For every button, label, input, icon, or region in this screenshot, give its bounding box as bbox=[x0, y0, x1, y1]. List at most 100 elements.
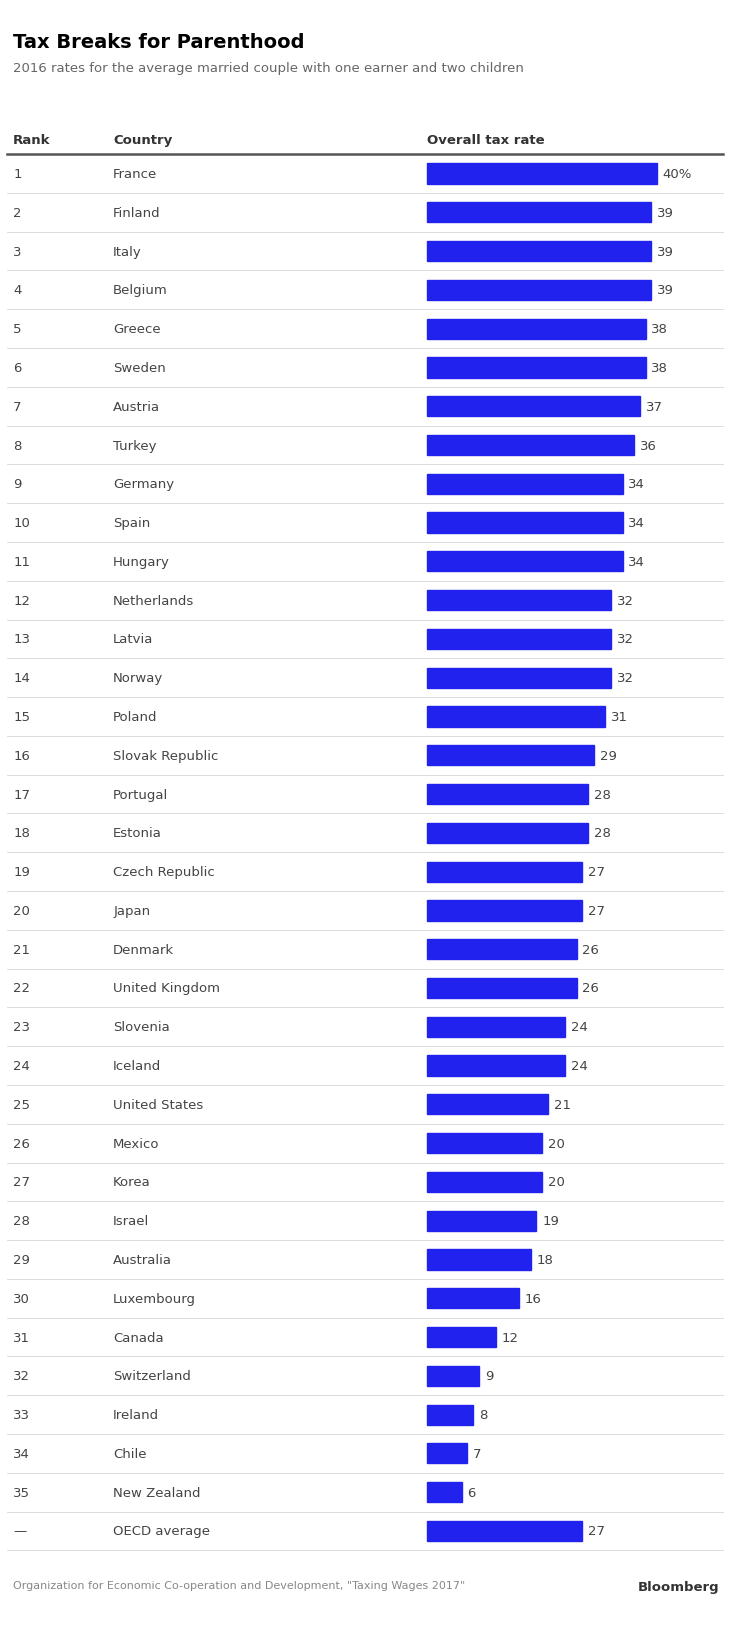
FancyBboxPatch shape bbox=[427, 202, 651, 224]
Text: Austria: Austria bbox=[113, 400, 161, 413]
FancyBboxPatch shape bbox=[427, 901, 583, 920]
Text: Germany: Germany bbox=[113, 478, 174, 491]
Text: —: — bbox=[13, 1524, 26, 1537]
Text: Belgium: Belgium bbox=[113, 284, 168, 297]
FancyBboxPatch shape bbox=[427, 707, 605, 728]
Text: 2016 rates for the average married couple with one earner and two children: 2016 rates for the average married coupl… bbox=[13, 62, 524, 75]
Text: 11: 11 bbox=[13, 555, 30, 568]
Text: Slovak Republic: Slovak Republic bbox=[113, 749, 218, 762]
Text: 5: 5 bbox=[13, 323, 22, 336]
FancyBboxPatch shape bbox=[427, 1095, 548, 1115]
Text: 10: 10 bbox=[13, 517, 30, 530]
FancyBboxPatch shape bbox=[427, 1172, 542, 1193]
Text: Iceland: Iceland bbox=[113, 1059, 161, 1072]
FancyBboxPatch shape bbox=[427, 667, 611, 689]
Text: 12: 12 bbox=[13, 594, 30, 607]
Text: 35: 35 bbox=[13, 1485, 30, 1498]
Text: Italy: Italy bbox=[113, 245, 142, 258]
Text: Korea: Korea bbox=[113, 1175, 151, 1188]
Text: Spain: Spain bbox=[113, 517, 150, 530]
Text: 32: 32 bbox=[617, 594, 634, 607]
Text: United States: United States bbox=[113, 1098, 204, 1111]
Text: 24: 24 bbox=[571, 1020, 588, 1033]
FancyBboxPatch shape bbox=[427, 978, 577, 999]
FancyBboxPatch shape bbox=[427, 436, 634, 455]
Text: 27: 27 bbox=[13, 1175, 30, 1188]
FancyBboxPatch shape bbox=[427, 357, 645, 379]
Text: 34: 34 bbox=[629, 478, 645, 491]
Text: Australia: Australia bbox=[113, 1253, 172, 1266]
Text: 30: 30 bbox=[13, 1293, 30, 1306]
Text: OECD average: OECD average bbox=[113, 1524, 210, 1537]
Text: Greece: Greece bbox=[113, 323, 161, 336]
Text: 20: 20 bbox=[13, 904, 30, 917]
Text: 6: 6 bbox=[467, 1485, 476, 1498]
Text: 9: 9 bbox=[13, 478, 21, 491]
Text: Luxembourg: Luxembourg bbox=[113, 1293, 196, 1306]
FancyBboxPatch shape bbox=[427, 165, 657, 184]
Text: Switzerland: Switzerland bbox=[113, 1369, 191, 1382]
Text: 21: 21 bbox=[13, 943, 30, 956]
Text: 16: 16 bbox=[13, 749, 30, 762]
Text: 26: 26 bbox=[583, 982, 599, 996]
Text: 3: 3 bbox=[13, 245, 22, 258]
Text: Overall tax rate: Overall tax rate bbox=[427, 134, 545, 147]
Text: Israel: Israel bbox=[113, 1214, 150, 1227]
Text: 39: 39 bbox=[657, 207, 674, 220]
FancyBboxPatch shape bbox=[427, 746, 593, 765]
Text: 17: 17 bbox=[13, 788, 30, 801]
Text: 7: 7 bbox=[13, 400, 22, 413]
Text: Japan: Japan bbox=[113, 904, 150, 917]
FancyBboxPatch shape bbox=[427, 320, 645, 339]
FancyBboxPatch shape bbox=[427, 475, 623, 494]
Text: 40%: 40% bbox=[663, 168, 692, 181]
Text: Slovenia: Slovenia bbox=[113, 1020, 170, 1033]
Text: 8: 8 bbox=[13, 439, 21, 452]
Text: 9: 9 bbox=[485, 1369, 493, 1382]
Text: 31: 31 bbox=[13, 1330, 30, 1343]
Text: 32: 32 bbox=[617, 672, 634, 685]
Text: 20: 20 bbox=[548, 1175, 565, 1188]
Text: Canada: Canada bbox=[113, 1330, 164, 1343]
Text: Rank: Rank bbox=[13, 134, 50, 147]
FancyBboxPatch shape bbox=[427, 281, 651, 300]
Text: 8: 8 bbox=[479, 1408, 487, 1421]
Text: 26: 26 bbox=[583, 943, 599, 956]
Text: Denmark: Denmark bbox=[113, 943, 174, 956]
Text: 29: 29 bbox=[13, 1253, 30, 1266]
Text: 32: 32 bbox=[13, 1369, 30, 1382]
FancyBboxPatch shape bbox=[427, 862, 583, 883]
Text: 26: 26 bbox=[13, 1138, 30, 1151]
Text: 34: 34 bbox=[629, 555, 645, 568]
Text: Estonia: Estonia bbox=[113, 827, 162, 840]
Text: Country: Country bbox=[113, 134, 172, 147]
Text: 31: 31 bbox=[611, 710, 628, 723]
Text: Turkey: Turkey bbox=[113, 439, 157, 452]
Text: Latvia: Latvia bbox=[113, 633, 153, 646]
Text: 39: 39 bbox=[657, 245, 674, 258]
Text: 27: 27 bbox=[588, 904, 605, 917]
Text: 2: 2 bbox=[13, 207, 22, 220]
FancyBboxPatch shape bbox=[427, 1443, 467, 1464]
Text: Hungary: Hungary bbox=[113, 555, 170, 568]
FancyBboxPatch shape bbox=[427, 242, 651, 263]
Text: 7: 7 bbox=[473, 1448, 482, 1461]
Text: 28: 28 bbox=[594, 827, 611, 840]
Text: 24: 24 bbox=[571, 1059, 588, 1072]
FancyBboxPatch shape bbox=[427, 1521, 583, 1541]
Text: 4: 4 bbox=[13, 284, 21, 297]
FancyBboxPatch shape bbox=[427, 1211, 537, 1231]
FancyBboxPatch shape bbox=[427, 512, 623, 534]
FancyBboxPatch shape bbox=[427, 1327, 496, 1348]
Text: 18: 18 bbox=[13, 827, 30, 840]
Text: Czech Republic: Czech Republic bbox=[113, 865, 215, 878]
FancyBboxPatch shape bbox=[427, 397, 639, 418]
FancyBboxPatch shape bbox=[427, 1056, 565, 1075]
FancyBboxPatch shape bbox=[427, 785, 588, 805]
FancyBboxPatch shape bbox=[427, 1017, 565, 1038]
FancyBboxPatch shape bbox=[427, 1250, 531, 1270]
Text: 39: 39 bbox=[657, 284, 674, 297]
Text: 27: 27 bbox=[588, 865, 605, 878]
Text: Organization for Economic Co-operation and Development, "Taxing Wages 2017": Organization for Economic Co-operation a… bbox=[13, 1580, 466, 1590]
FancyBboxPatch shape bbox=[427, 940, 577, 960]
